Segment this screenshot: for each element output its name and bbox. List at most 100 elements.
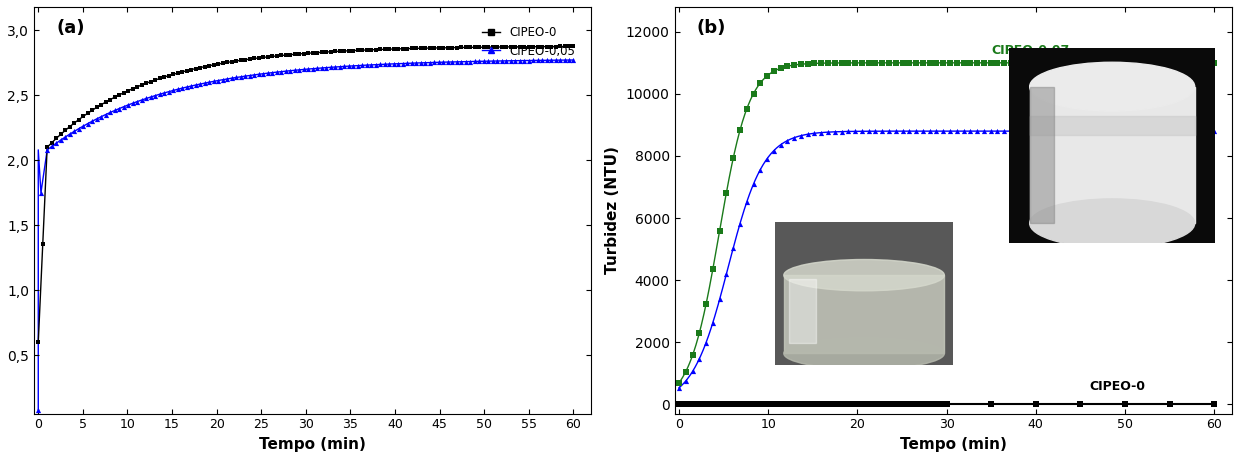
Point [384,60,404,67]
Point [812,129,831,136]
Point [1042,59,1062,67]
Point [892,59,912,67]
Point [1204,401,1224,408]
Text: CIPEO-0,07: CIPEO-0,07 [991,44,1069,56]
Point [872,128,892,135]
Point [927,128,947,135]
Point [230,73,250,80]
Point [873,401,893,408]
Point [756,401,776,408]
Point [302,49,322,56]
Point [82,118,102,125]
Point [836,401,856,408]
Point [960,59,980,67]
Point [541,56,561,64]
Point [442,44,462,51]
Point [302,65,322,73]
Y-axis label: Turbidez (NTU): Turbidez (NTU) [605,146,621,274]
Point [1157,59,1177,67]
Point [136,79,156,87]
Point [954,128,974,135]
Point [545,56,565,64]
Point [434,58,453,66]
Point [784,62,804,69]
Point [451,58,471,65]
Point [167,86,187,93]
Point [227,74,247,81]
Point [330,63,349,70]
Text: CIPEO-0,05: CIPEO-0,05 [1036,112,1114,125]
Point [492,43,512,50]
Point [1021,128,1041,135]
Point [1171,59,1191,67]
Point [514,43,534,50]
Point [56,127,76,134]
Point [379,61,399,68]
Point [195,79,214,87]
Point [846,401,866,408]
Point [266,52,286,60]
Point [177,67,197,74]
X-axis label: Tempo (min): Tempo (min) [259,437,366,452]
Point [348,47,368,54]
Point [710,401,730,408]
Point [150,75,170,82]
Point [496,57,515,65]
Point [1204,128,1224,135]
Point [362,46,382,53]
Point [887,401,907,408]
Point [271,52,291,59]
Point [669,379,689,386]
Point [814,401,834,408]
Point [819,401,839,408]
Point [420,45,440,52]
Point [42,139,62,146]
Point [159,88,178,95]
Point [258,53,278,61]
Point [59,123,79,130]
Point [145,92,165,99]
Point [105,107,125,114]
Point [123,85,142,92]
Point [790,132,810,140]
Point [51,136,71,144]
Point [1144,59,1163,67]
Point [415,45,435,52]
Point [276,67,296,75]
Point [258,69,278,77]
Point [37,144,57,151]
Point [325,63,344,71]
Point [424,45,444,52]
Point [95,98,115,106]
Point [850,401,870,408]
Point [777,62,797,70]
Point [415,59,435,67]
Point [790,61,810,68]
Point [812,60,831,67]
Point [401,60,421,67]
Point [429,59,449,66]
Point [828,401,847,408]
Point [743,90,763,97]
Point [82,106,102,114]
Point [778,401,798,408]
Point [199,62,219,69]
Point [724,401,743,408]
Point [1204,59,1224,67]
Point [465,58,484,65]
Point [1075,59,1095,67]
Point [696,300,716,308]
Point [833,401,852,408]
Point [559,56,579,64]
Point [732,401,752,408]
Point [442,58,462,66]
Point [280,51,300,58]
Point [249,71,269,78]
Point [523,57,543,64]
Point [343,62,363,70]
Point [42,143,62,150]
Point [784,134,804,141]
Point [710,296,730,303]
Point [523,43,543,50]
Point [338,47,358,55]
